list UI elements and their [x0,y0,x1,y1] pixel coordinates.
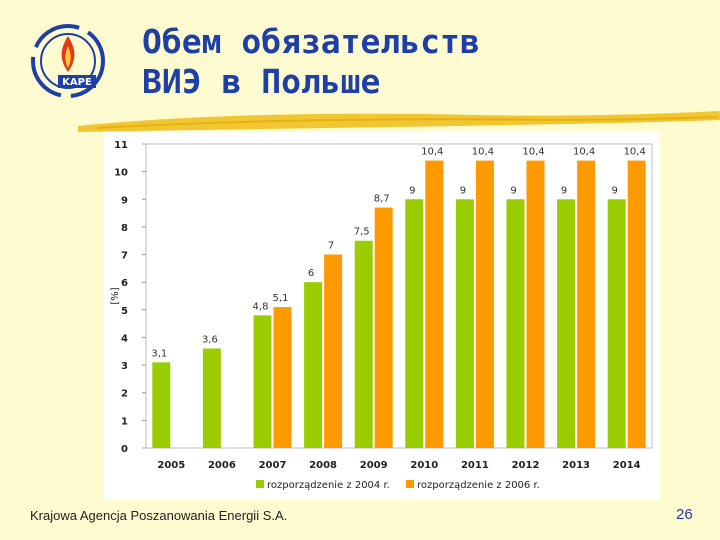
bar-series1-2009 [354,240,373,448]
legend-label: rozporządzenie z 2004 r. [267,480,390,491]
kape-logo: KAPE [31,24,105,98]
x-tick-label: 2006 [208,460,236,471]
y-tick-label: 8 [121,223,128,234]
y-tick-label: 4 [121,333,128,344]
bar-series2-2009 [374,207,393,448]
bar-series2-2011 [475,160,494,448]
y-tick-label: 0 [121,444,128,455]
y-tick-label: 2 [121,389,128,400]
x-tick-label: 2014 [613,460,641,471]
bar-series2-2013 [577,160,596,448]
data-label: 10,4 [472,147,494,158]
y-tick-label: 1 [121,416,128,427]
data-label: 9 [510,185,516,196]
y-tick-label: 11 [114,140,128,151]
y-tick-label: 7 [121,251,128,262]
x-tick-label: 2011 [461,460,489,471]
legend-label: rozporządzenie z 2006 r. [417,480,540,491]
title-line-2: ВИЭ в Польше [142,62,381,101]
plot-area [145,143,653,449]
bar-series1-2005 [152,362,171,448]
bar-series2-2014 [627,160,646,448]
data-label: 8,7 [374,194,390,205]
x-tick-label: 2005 [157,460,185,471]
y-tick-label: 5 [121,306,128,317]
bar-series1-2014 [607,199,626,448]
chart-container: 0 1 2 3 4 5 6 7 8 9 10 11 [%] 2005 3,1 2006 3,6 2007 4,8 5,… [104,132,660,500]
y-tick-label: 9 [121,195,128,206]
logo-text: KAPE [62,77,92,88]
x-tick-label: 2010 [410,460,438,471]
data-label: 9 [612,185,618,196]
x-tick-label: 2013 [562,460,590,471]
data-label: 6 [308,268,314,279]
y-tick-label: 6 [121,278,128,289]
footer-text: Krajowa Agencja Poszanowania Energii S.A… [30,508,288,523]
bar-series1-2011 [455,199,474,448]
y-tick-label: 10 [114,168,128,179]
data-label: 7,5 [354,227,370,238]
bar-series1-2013 [557,199,576,448]
data-label: 10,4 [624,147,646,158]
data-label: 9 [561,185,567,196]
legend-swatch [256,480,264,488]
data-label: 10,4 [421,147,443,158]
y-tick-label: 3 [121,361,128,372]
data-label: 3,6 [202,335,218,346]
bar-series2-2007 [273,307,292,448]
data-label: 3,1 [151,348,167,359]
x-tick-label: 2012 [512,460,540,471]
x-tick-label: 2009 [360,460,388,471]
bar-series1-2007 [253,315,272,448]
data-label: 7 [328,241,334,252]
bar-series1-2012 [506,199,525,448]
page-title: Обем обязательств ВИЭ в Польше [142,22,480,102]
x-tick-label: 2008 [309,460,337,471]
bar-chart: 0 1 2 3 4 5 6 7 8 9 10 11 [%] 2005 3,1 2006 3,6 2007 4,8 5,… [110,140,653,491]
bar-series2-2008 [324,254,343,448]
bar-series2-2012 [526,160,545,448]
legend-swatch [406,480,414,488]
bar-series1-2006 [202,348,221,448]
page-number: 26 [676,506,693,523]
data-label: 4,8 [253,301,269,312]
data-label: 9 [460,185,466,196]
bar-series2-2010 [425,160,444,448]
bar-series1-2010 [405,199,424,448]
x-tick-label: 2007 [259,460,287,471]
data-label: 9 [409,185,415,196]
bar-series1-2008 [304,282,323,448]
decorative-brush-stroke [78,111,720,132]
title-line-1: Обем обязательств [142,22,480,61]
data-label: 10,4 [573,147,595,158]
data-label: 5,1 [273,293,289,304]
y-axis-label: [%] [110,287,121,304]
data-label: 10,4 [522,147,544,158]
